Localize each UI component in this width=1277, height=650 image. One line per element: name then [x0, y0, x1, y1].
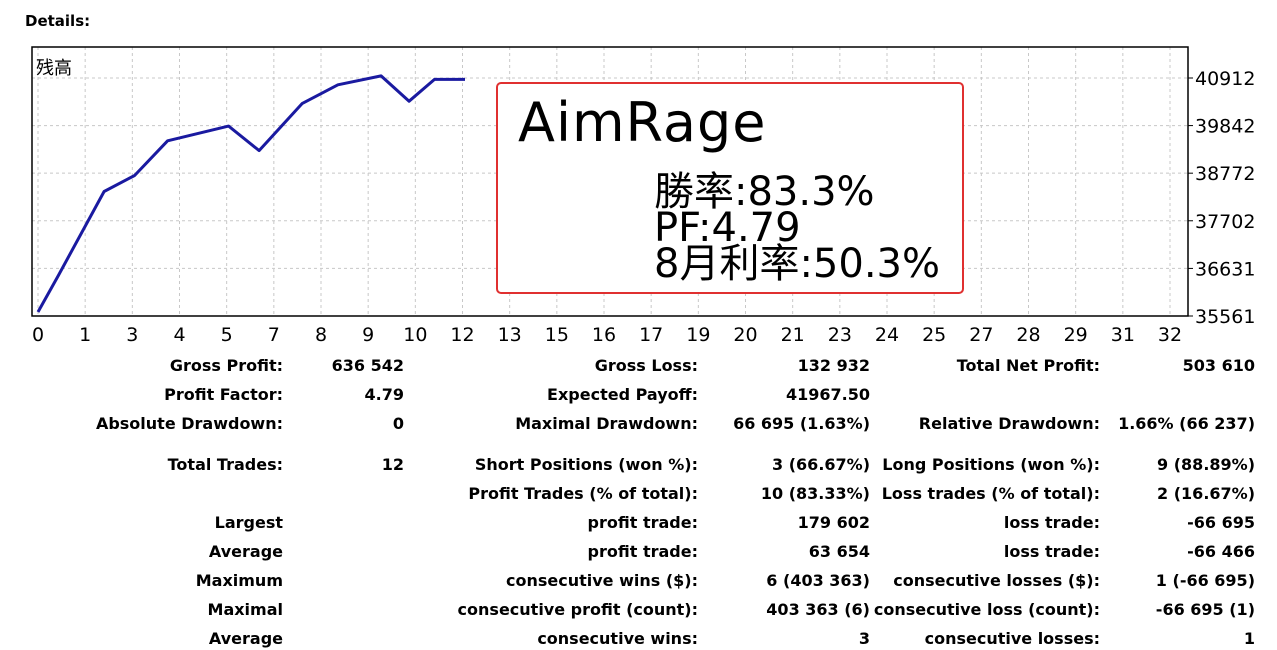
chart-frame [31, 46, 1189, 317]
avg-cons-losses-label: consecutive losses: [924, 629, 1100, 648]
x-tick-label: 3 [126, 324, 138, 346]
maximal-drawdown-label: Maximal Drawdown: [515, 414, 698, 433]
x-tick-label: 31 [1111, 324, 1135, 346]
monthly-rate-text: 8月利率:50.3% [654, 241, 940, 287]
largest-profit-label: profit trade: [587, 513, 698, 532]
profit-factor-value: 4.79 [364, 385, 404, 404]
x-tick-label: 12 [450, 324, 474, 346]
total-net-profit-label: Total Net Profit: [956, 356, 1100, 375]
short-positions-value: 3 (66.67%) [772, 455, 870, 474]
avg-cons-losses-value: 1 [1243, 629, 1255, 648]
relative-drawdown-label: Relative Drawdown: [918, 414, 1100, 433]
x-tick-label: 19 [686, 324, 710, 346]
y-tick-label: 35561 [1195, 306, 1255, 328]
long-positions-value: 9 (88.89%) [1157, 455, 1255, 474]
gross-profit-label: Gross Profit: [169, 356, 283, 375]
chart-label: 残高 [36, 58, 72, 79]
loss-trades-value: 2 (16.67%) [1157, 484, 1255, 503]
max-cons-losses-value: 1 (-66 695) [1155, 571, 1255, 590]
x-tick-label: 29 [1064, 324, 1088, 346]
y-tick-label: 39842 [1195, 116, 1255, 138]
x-tick-label: 23 [828, 324, 852, 346]
profit-trades-value: 10 (83.33%) [760, 484, 870, 503]
maximal-drawdown-value: 66 695 (1.63%) [733, 414, 870, 433]
x-tick-label: 17 [639, 324, 663, 346]
total-trades-label: Total Trades: [167, 455, 283, 474]
short-positions-label: Short Positions (won %): [474, 455, 698, 474]
strategy-overlay-box: AimRage 勝率:83.3% PF:4.79 8月利率:50.3% [496, 82, 964, 294]
x-tick-label: 25 [922, 324, 946, 346]
largest-loss-label: loss trade: [1003, 513, 1100, 532]
profit-factor-label: Profit Factor: [164, 385, 283, 404]
x-tick-label: 13 [498, 324, 522, 346]
avg-cons-wins-value: 3 [858, 629, 870, 648]
x-tick-label: 16 [592, 324, 616, 346]
maximal-cons-profit-value: 403 363 (6) [766, 600, 870, 619]
total-trades-value: 12 [381, 455, 404, 474]
maximal-label: Maximal [207, 600, 283, 619]
x-tick-label: 24 [875, 324, 899, 346]
x-tick-label: 15 [545, 324, 569, 346]
y-tick-label: 36631 [1195, 258, 1255, 280]
avg-cons-wins-label: consecutive wins: [537, 629, 698, 648]
maximum-label: Maximum [195, 571, 283, 590]
x-axis-ticks: 0 1 3 4 5 7 8 9 10 12 13 15 16 17 19 20 21 23 24 25 27 28 29 31… [32, 324, 1182, 346]
expected-payoff-label: Expected Payoff: [547, 385, 698, 404]
long-positions-label: Long Positions (won %): [882, 455, 1100, 474]
average-loss-label: loss trade: [1003, 542, 1100, 561]
expected-payoff-value: 41967.50 [785, 385, 870, 404]
largest-label: Largest [214, 513, 283, 532]
win-rate-text: 勝率:83.3% [654, 169, 875, 215]
relative-drawdown-value: 1.66% (66 237) [1118, 414, 1255, 433]
average-profit-value: 63 654 [808, 542, 870, 561]
average-profit-label: profit trade: [587, 542, 698, 561]
maximal-cons-profit-label: consecutive profit (count): [457, 600, 698, 619]
x-tick-label: 27 [969, 324, 993, 346]
y-tick-label: 40912 [1195, 68, 1255, 90]
x-tick-label: 32 [1158, 324, 1182, 346]
x-tick-label: 10 [403, 324, 427, 346]
y-tick-label: 38772 [1195, 163, 1255, 185]
largest-profit-value: 179 602 [797, 513, 870, 532]
details-title: Details: [25, 12, 91, 30]
gross-loss-value: 132 932 [797, 356, 870, 375]
largest-loss-value: -66 695 [1187, 513, 1255, 532]
gross-profit-value: 636 542 [331, 356, 404, 375]
x-tick-label: 1 [79, 324, 91, 346]
maximal-cons-loss-value: -66 695 (1) [1155, 600, 1255, 619]
max-cons-losses-label: consecutive losses ($): [893, 571, 1100, 590]
strategy-name: AimRage [518, 91, 767, 154]
gross-loss-label: Gross Loss: [594, 356, 698, 375]
x-tick-label: 5 [221, 324, 233, 346]
average-label: Average [208, 542, 283, 561]
absolute-drawdown-value: 0 [392, 414, 404, 433]
x-tick-label: 28 [1016, 324, 1040, 346]
y-tick-label: 37702 [1195, 211, 1255, 233]
maximal-cons-loss-label: consecutive loss (count): [873, 600, 1100, 619]
balance-line [36, 74, 465, 313]
x-tick-label: 0 [32, 324, 44, 346]
x-tick-label: 8 [315, 324, 327, 346]
loss-trades-label: Loss trades (% of total): [881, 484, 1100, 503]
x-tick-label: 9 [362, 324, 374, 346]
average-loss-value: -66 466 [1187, 542, 1255, 561]
x-tick-label: 20 [733, 324, 757, 346]
average2-label: Average [208, 629, 283, 648]
x-tick-label: 21 [781, 324, 805, 346]
total-net-profit-value: 503 610 [1182, 356, 1255, 375]
x-tick-label: 4 [173, 324, 185, 346]
max-cons-wins-label: consecutive wins ($): [505, 571, 698, 590]
absolute-drawdown-label: Absolute Drawdown: [95, 414, 283, 433]
pf-text: PF:4.79 [654, 205, 801, 251]
y-axis-ticks: 40912 39842 38772 37702 36631 35561 [1188, 68, 1255, 328]
x-tick-label: 7 [268, 324, 280, 346]
max-cons-wins-value: 6 (403 363) [766, 571, 870, 590]
profit-trades-label: Profit Trades (% of total): [468, 484, 698, 503]
